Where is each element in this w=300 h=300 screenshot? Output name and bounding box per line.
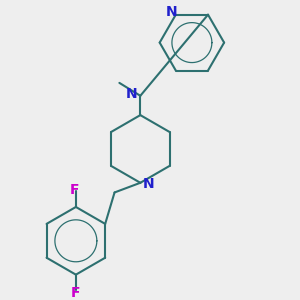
Text: F: F <box>70 183 79 197</box>
Text: F: F <box>71 286 81 300</box>
Text: N: N <box>166 5 178 19</box>
Text: N: N <box>142 177 154 191</box>
Text: N: N <box>125 87 137 101</box>
